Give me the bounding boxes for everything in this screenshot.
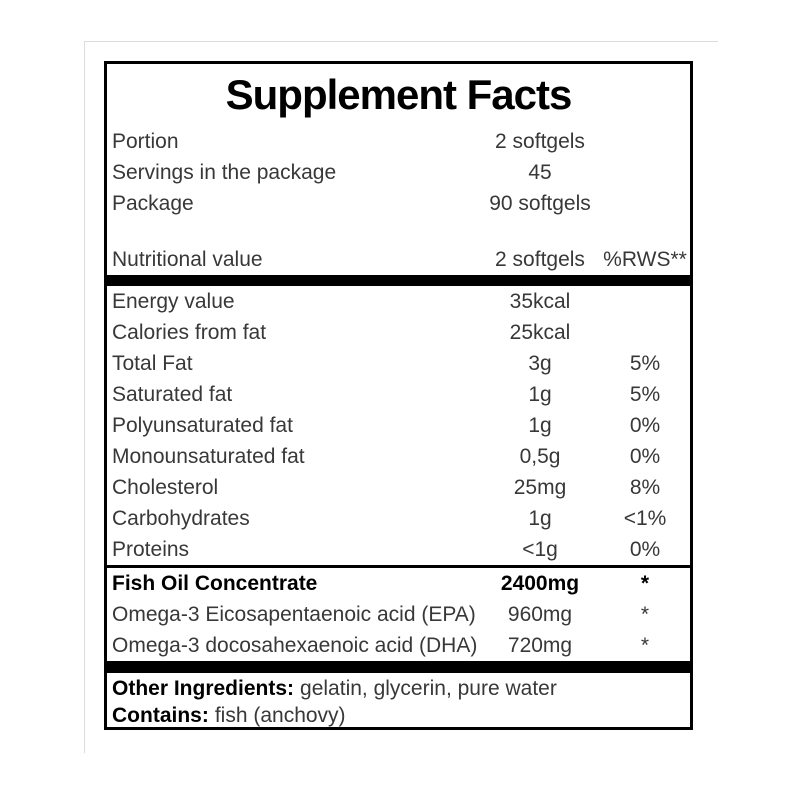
table-row-dha: Omega-3 docosahexaenoic acid (DHA) 720mg… [107,630,690,661]
contains-line: Contains: fish (anchovy) [112,702,685,729]
table-row-saturated-fat: Saturated fat 1g 5% [107,379,690,410]
row-value: 2 softgels [495,129,585,153]
supplement-facts-panel: Supplement Facts Portion 2 softgels Serv… [104,61,693,730]
photo-edge-frame [84,41,718,753]
row-rws: 5% [629,351,661,375]
row-label: Monounsaturated fat [112,444,305,468]
row-amount: 3g [528,351,552,375]
blank-spacer [107,219,690,244]
row-rws: * [640,571,650,595]
row-label: Omega-3 Eicosapentaenoic acid (EPA) [112,602,476,626]
row-label: Calories from fat [112,320,267,344]
row-amount: 2400mg [500,571,580,595]
table-row-carbohydrates: Carbohydrates 1g <1% [107,503,690,534]
row-label: Saturated fat [112,382,233,406]
column-header-label: Nutritional value [112,247,263,271]
table-row-servings: Servings in the package 45 [107,157,690,188]
contains-text: fish (anchovy) [214,703,346,727]
table-row-proteins: Proteins <1g 0% [107,534,690,565]
row-label: Polyunsaturated fat [112,413,293,437]
row-label: Omega-3 docosahexaenoic acid (DHA) [112,633,478,657]
row-amount: 1g [528,413,552,437]
row-amount: <1g [522,537,558,561]
row-label: Servings in the package [112,160,337,184]
row-rws: 0% [629,413,661,437]
row-amount: 25mg [513,475,567,499]
row-label: Carbohydrates [112,506,250,530]
table-row-total-fat: Total Fat 3g 5% [107,348,690,379]
contains-label: Contains: [112,703,209,727]
footer-section: Other Ingredients: gelatin, glycerin, pu… [107,673,690,729]
row-label: Fish Oil Concentrate [112,571,318,595]
column-header-amount: 2 softgels [495,247,585,271]
row-label: Cholesterol [112,475,219,499]
row-rws: 0% [629,444,661,468]
row-rws: * [640,633,650,657]
row-amount: 1g [528,506,552,530]
table-row-energy: Energy value 35kcal [107,286,690,317]
table-row-fish-oil-concentrate: Fish Oil Concentrate 2400mg * [107,568,690,599]
row-amount: 720mg [507,633,573,657]
row-label: Package [112,191,194,215]
row-rws: <1% [623,506,667,530]
table-column-header: Nutritional value 2 softgels %RWS** [107,244,690,275]
row-amount: 0,5g [519,444,561,468]
row-label: Proteins [112,537,190,561]
table-row-package: Package 90 softgels [107,188,690,219]
row-rws: * [640,602,650,626]
table-row-portion: Portion 2 softgels [107,126,690,157]
thick-divider-bar-bottom [107,661,690,673]
row-label: Energy value [112,289,235,313]
table-row-calories-fat: Calories from fat 25kcal [107,317,690,348]
row-amount: 25kcal [509,320,571,344]
row-rws: 5% [629,382,661,406]
table-row-polyunsaturated-fat: Polyunsaturated fat 1g 0% [107,410,690,441]
other-ingredients-text: gelatin, glycerin, pure water [300,676,557,700]
row-label: Total Fat [112,351,193,375]
table-row-monounsaturated-fat: Monounsaturated fat 0,5g 0% [107,441,690,472]
row-value: 45 [528,160,552,184]
medium-divider-line [107,565,690,568]
row-amount: 1g [528,382,552,406]
row-rws: 0% [629,537,661,561]
row-amount: 35kcal [509,289,571,313]
row-amount: 960mg [507,602,573,626]
row-label: Portion [112,129,179,153]
other-ingredients-label: Other Ingredients: [112,676,295,700]
column-header-rws: %RWS** [603,247,687,271]
row-rws: 8% [629,475,661,499]
table-row-cholesterol: Cholesterol 25mg 8% [107,472,690,503]
table-row-epa: Omega-3 Eicosapentaenoic acid (EPA) 960m… [107,599,690,630]
panel-title: Supplement Facts [225,71,573,118]
other-ingredients-line: Other Ingredients: gelatin, glycerin, pu… [112,675,685,702]
thick-divider-bar [107,275,690,286]
row-value: 90 softgels [489,191,591,215]
